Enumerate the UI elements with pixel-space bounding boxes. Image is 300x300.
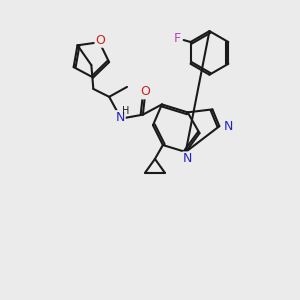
- Text: O: O: [95, 34, 105, 47]
- Text: H: H: [122, 106, 130, 116]
- Text: F: F: [174, 32, 181, 44]
- Text: N: N: [183, 152, 192, 165]
- Text: O: O: [140, 85, 150, 98]
- Text: N: N: [224, 120, 233, 133]
- Text: N: N: [116, 111, 125, 124]
